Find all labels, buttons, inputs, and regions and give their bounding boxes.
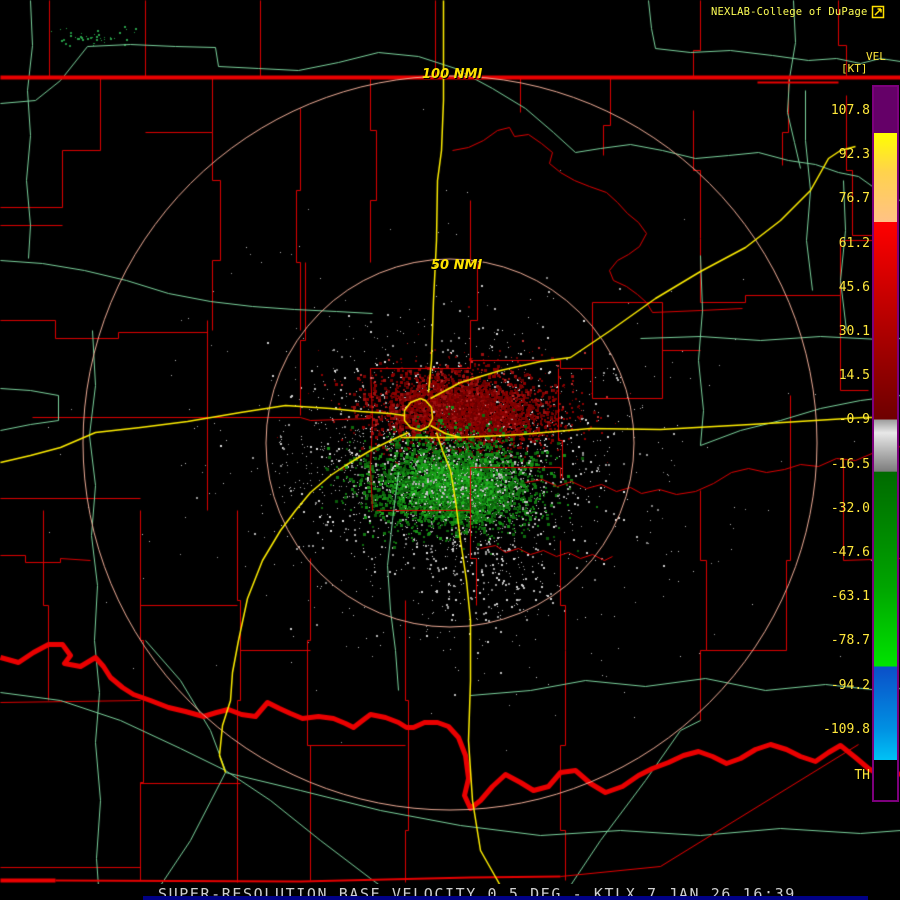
inner-ring-label: 50 NMI (431, 258, 483, 273)
colorbar-tick-label: -32.0 (830, 500, 870, 516)
colorbar-tick-label: 45.6 (838, 279, 870, 295)
colorbar-unit-kt: [KT] (841, 62, 868, 75)
brand-text: NEXLAB-College of DuPage (711, 6, 868, 18)
colorbar-tick-label: 61.2 (838, 235, 870, 251)
velocity-colorbar (872, 85, 899, 802)
colorbar-tick-label: 14.5 (838, 368, 870, 384)
colorbar-tick-label: 30.1 (838, 324, 870, 339)
bottom-strip (143, 896, 868, 900)
colorbar-tick-label: -0.9 (838, 412, 870, 428)
colorbar-tick-label: -78.7 (830, 633, 870, 649)
colorbar-tick-label: 76.7 (838, 191, 870, 207)
header-brand: NEXLAB-College of DuPage (711, 5, 885, 19)
colorbar-tick-label: -109.8 (823, 721, 870, 737)
outer-ring-label: 100 NMI (422, 67, 483, 82)
colorbar-tick-label: -63.1 (830, 589, 870, 605)
colorbar-unit-vel: VEL (866, 50, 886, 63)
colorbar-tick-label: -47.6 (830, 545, 870, 560)
colorbar-tick-label: -94.2 (830, 677, 870, 693)
dupage-logo-icon (871, 5, 884, 19)
colorbar-tick-label: 92.3 (838, 147, 870, 163)
colorbar-threshold-label: TH (854, 768, 870, 783)
colorbar-tick-label: -16.5 (830, 456, 870, 472)
colorbar-tick-label: 107.8 (830, 103, 870, 118)
